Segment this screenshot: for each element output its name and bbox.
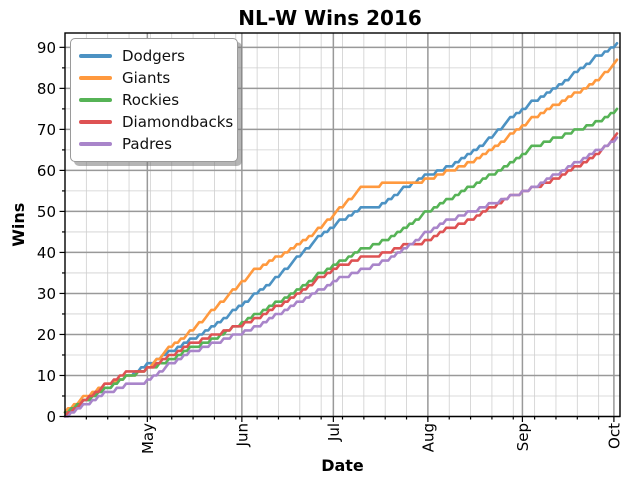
legend: Dodgers Giants Rockies Diamondbacks Padres	[70, 38, 238, 162]
y-tick-label-20: 20	[37, 326, 56, 344]
x-tick-label-sep: Sep	[514, 423, 532, 451]
legend-swatch-padres	[79, 142, 112, 146]
x-axis-label: Date	[321, 456, 364, 475]
y-tick-label-90: 90	[37, 39, 56, 57]
legend-label-giants: Giants	[122, 69, 171, 87]
legend-item-giants: Giants	[79, 67, 229, 89]
series-line-padres	[63, 136, 619, 418]
axis-ticks	[59, 46, 615, 422]
legend-label-rockies: Rockies	[122, 91, 180, 109]
legend-swatch-rockies	[79, 98, 112, 102]
y-tick-label-30: 30	[37, 285, 56, 303]
y-tick-label-40: 40	[37, 244, 56, 262]
series-line-rockies	[63, 107, 619, 414]
legend-swatch-diamondbacks	[79, 120, 112, 124]
y-tick-label-70: 70	[37, 121, 56, 139]
x-tick-label-oct: Oct	[605, 423, 623, 449]
legend-item-rockies: Rockies	[79, 89, 229, 111]
legend-item-padres: Padres	[79, 133, 229, 155]
legend-swatch-giants	[79, 76, 112, 80]
legend-item-diamondbacks: Diamondbacks	[79, 111, 233, 133]
legend-label-padres: Padres	[122, 135, 172, 153]
y-tick-label-80: 80	[37, 80, 56, 98]
y-axis-label: Wins	[9, 203, 28, 247]
y-tick-label-50: 50	[37, 203, 56, 221]
legend-label-diamondbacks: Diamondbacks	[122, 113, 234, 131]
y-tick-label-0: 0	[46, 408, 56, 426]
y-tick-label-10: 10	[37, 367, 56, 385]
x-tick-label-jun: Jun	[233, 423, 251, 447]
x-tick-label-may: May	[139, 423, 157, 454]
legend-label-dodgers: Dodgers	[122, 47, 185, 65]
major-gridlines	[65, 33, 620, 418]
x-tick-label-aug: Aug	[419, 423, 437, 452]
x-tick-label-jul: Jul	[325, 423, 343, 442]
series-line-giants	[63, 58, 619, 414]
legend-item-dodgers: Dodgers	[79, 45, 229, 67]
y-tick-label-60: 60	[37, 162, 56, 180]
legend-swatch-dodgers	[79, 54, 112, 58]
chart-title: NL-W Wins 2016	[238, 6, 422, 30]
